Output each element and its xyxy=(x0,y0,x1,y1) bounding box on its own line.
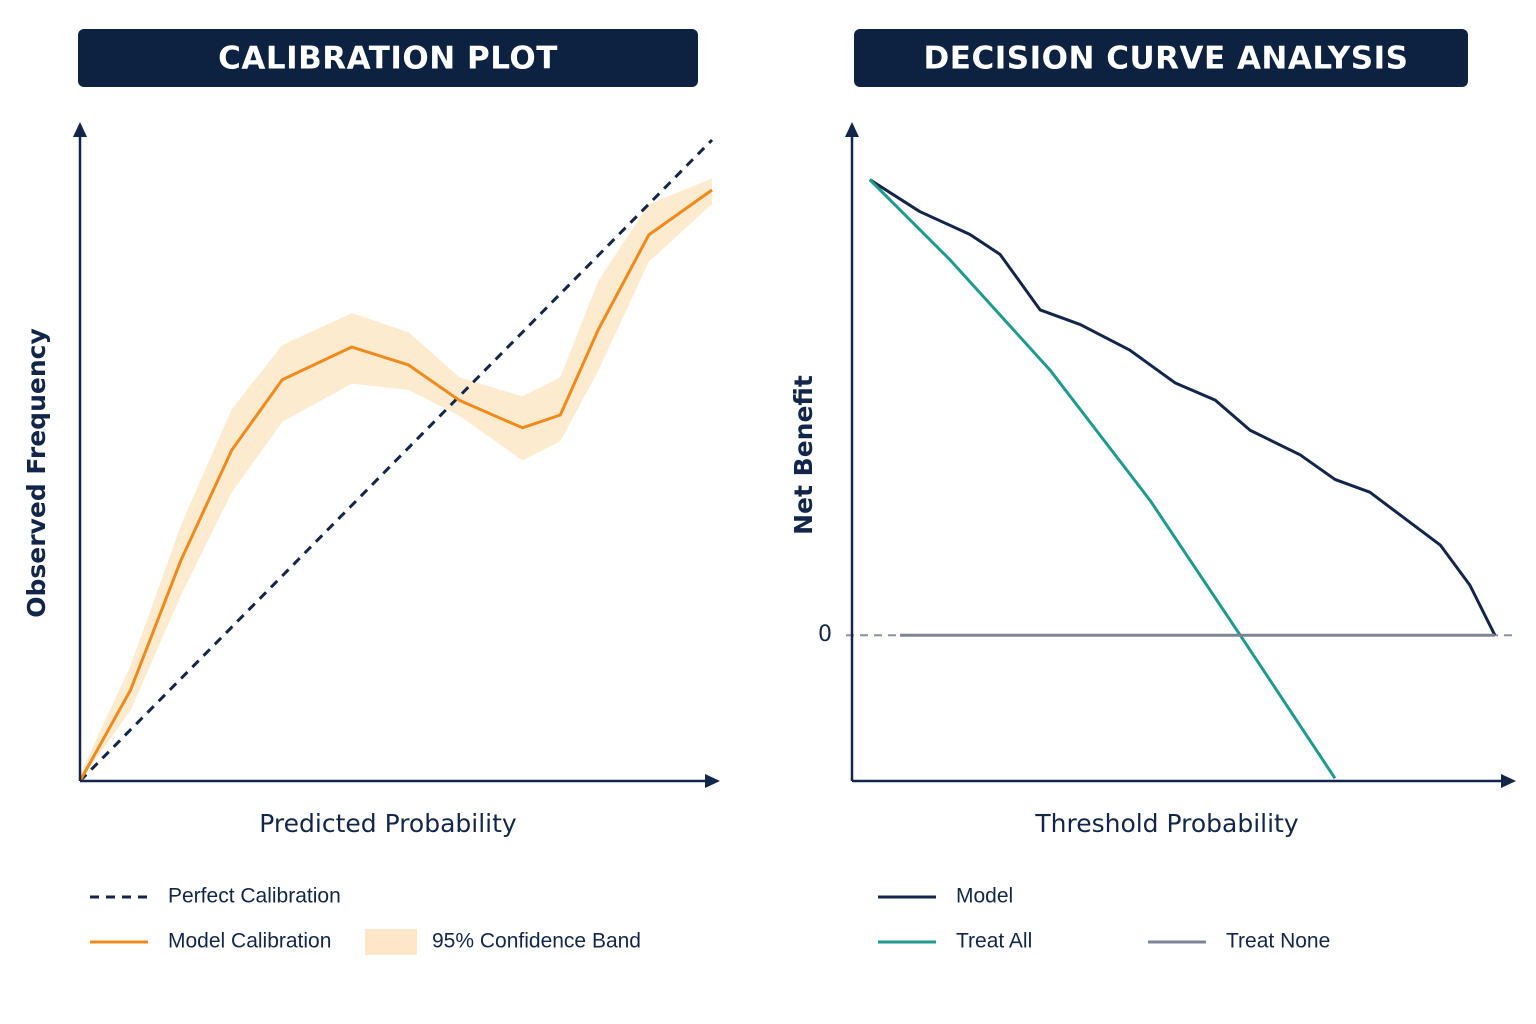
chart-title: CALIBRATION PLOT xyxy=(218,41,558,77)
line xyxy=(78,188,713,782)
chart-title: DECISION CURVE ANALYSIS xyxy=(924,41,1409,77)
legend-label: Model Calibration xyxy=(168,930,331,953)
title-bar xyxy=(78,29,698,87)
plots: Perfect Calibration Model Calibration 95% … xyxy=(78,138,1515,955)
legend-label: 95% Confidence Band xyxy=(432,930,641,953)
arrow xyxy=(705,774,720,788)
legend-label: Treat All xyxy=(956,930,1032,953)
confidence-band xyxy=(80,178,712,781)
axes xyxy=(73,122,1516,788)
line xyxy=(78,138,714,783)
legend-label: Perfect Calibration xyxy=(168,885,341,908)
x-axis-label: Threshold Probability xyxy=(1034,809,1299,838)
arrow xyxy=(73,122,87,137)
legend-swatch xyxy=(365,929,417,955)
x-axis-label: Predicted Probability xyxy=(259,809,517,838)
y-tick-label: 0 xyxy=(818,622,832,647)
legend-label: Model xyxy=(956,885,1013,908)
arrow xyxy=(845,122,859,137)
y-axis-label: Observed Frequency xyxy=(22,328,51,618)
legend-label: Treat None xyxy=(1226,930,1330,953)
y-axis-label: Net Benefit xyxy=(789,375,818,535)
arrow xyxy=(1501,774,1516,788)
line xyxy=(868,178,1337,780)
line xyxy=(868,178,1497,636)
title-bar xyxy=(854,29,1468,87)
